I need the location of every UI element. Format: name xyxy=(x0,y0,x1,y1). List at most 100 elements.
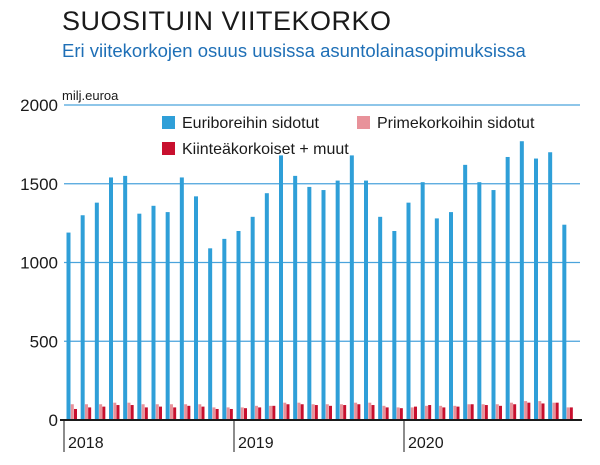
legend-swatch xyxy=(162,142,175,155)
bar-euribor xyxy=(208,248,213,420)
bar-prime xyxy=(339,404,343,420)
legend-item-prime: Primekorkoihin sidotut xyxy=(357,115,535,132)
bar-euribor xyxy=(491,190,496,420)
bar-prime xyxy=(127,402,131,420)
bar-euribor xyxy=(279,155,283,420)
legend: Euriboreihin sidotut Primekorkoihin sidot… xyxy=(162,115,535,158)
bar-euribor xyxy=(562,224,567,420)
bar-euribor xyxy=(321,190,326,420)
bar-fixed xyxy=(456,406,460,420)
bar-prime xyxy=(566,407,570,420)
bar-euribor xyxy=(194,196,198,420)
bar-prime xyxy=(311,404,315,420)
y-tick-label: 2000 xyxy=(20,96,58,115)
bar-prime xyxy=(410,407,414,420)
bar-fixed xyxy=(371,405,375,420)
bar-euribor xyxy=(151,205,156,420)
bar-fixed xyxy=(215,408,219,420)
bar-euribor xyxy=(80,215,85,420)
bar-series xyxy=(66,141,573,421)
y-tick-label: 1000 xyxy=(20,254,58,273)
bar-fixed xyxy=(187,405,191,420)
bar-prime xyxy=(240,407,244,420)
bar-prime xyxy=(538,401,542,420)
bar-fixed xyxy=(399,408,403,420)
y-tick-label: 1500 xyxy=(20,175,58,194)
bar-euribor xyxy=(449,212,453,420)
bar-prime xyxy=(169,404,173,420)
bar-fixed xyxy=(144,407,148,420)
x-year-label: 2018 xyxy=(68,435,104,452)
bar-fixed xyxy=(173,407,177,420)
bar-prime xyxy=(269,405,273,420)
bar-prime xyxy=(382,405,386,420)
bar-prime xyxy=(155,404,159,420)
bar-fixed xyxy=(314,405,318,420)
bar-fixed xyxy=(286,404,290,420)
bar-euribor xyxy=(137,213,142,420)
bar-prime xyxy=(226,407,230,420)
bar-fixed xyxy=(470,404,474,420)
bar-prime xyxy=(212,407,216,420)
x-year-label: 2020 xyxy=(408,435,444,452)
bar-fixed xyxy=(329,405,332,420)
bar-prime xyxy=(368,402,372,420)
bar-euribor xyxy=(364,180,368,420)
bar-euribor xyxy=(94,202,99,420)
bar-fixed xyxy=(229,408,233,420)
bar-euribor xyxy=(534,158,538,421)
bar-fixed xyxy=(159,406,162,420)
chart-subtitle: Eri viitekorkojen osuus uusissa asuntola… xyxy=(62,40,526,61)
bar-euribor xyxy=(519,141,524,420)
bar-euribor xyxy=(406,202,411,420)
bar-euribor xyxy=(505,156,510,420)
bar-fixed xyxy=(428,405,432,420)
bar-fixed xyxy=(116,405,120,420)
bar-prime xyxy=(467,404,471,420)
bar-prime xyxy=(424,405,428,420)
bar-prime xyxy=(113,402,117,420)
bar-euribor xyxy=(293,175,298,420)
bar-euribor xyxy=(477,182,482,420)
bar-prime xyxy=(524,401,528,420)
legend-label: Euriboreihin sidotut xyxy=(182,115,320,132)
bar-fixed xyxy=(130,405,134,420)
bar-prime xyxy=(481,404,485,420)
bar-prime xyxy=(184,404,188,420)
bar-euribor xyxy=(349,155,354,420)
bar-fixed xyxy=(385,407,389,420)
bar-fixed xyxy=(88,407,92,420)
bar-fixed xyxy=(201,406,205,420)
y-axis-unit-label: milj.euroa xyxy=(62,88,119,103)
bar-euribor xyxy=(123,175,128,420)
bar-prime xyxy=(141,404,145,420)
bar-fixed xyxy=(300,404,304,420)
bar-prime xyxy=(70,404,74,420)
bar-fixed xyxy=(74,408,77,420)
bar-euribor xyxy=(463,164,468,420)
y-tick-label: 500 xyxy=(30,332,58,351)
y-axis-ticks: 0 500 1000 1500 2000 xyxy=(20,96,58,430)
bar-euribor xyxy=(335,180,340,420)
bar-fixed xyxy=(102,406,106,420)
bar-euribor xyxy=(264,193,269,420)
bar-fixed xyxy=(555,402,559,420)
bar-fixed xyxy=(272,405,276,420)
bar-fixed xyxy=(541,403,545,420)
bar-prime xyxy=(325,404,329,420)
bar-fixed xyxy=(442,407,446,420)
bar-prime xyxy=(509,402,513,420)
legend-item-euribor: Euriboreihin sidotut xyxy=(162,115,320,132)
legend-item-fixed: Kiinteäkorkoiset + muut xyxy=(162,141,349,158)
bar-euribor xyxy=(165,212,170,420)
bar-prime xyxy=(84,404,88,420)
bar-fixed xyxy=(484,405,488,420)
bar-fixed xyxy=(357,404,361,420)
bar-euribor xyxy=(307,186,312,420)
bar-fixed xyxy=(499,405,502,420)
bar-euribor xyxy=(222,238,227,420)
bar-fixed xyxy=(569,407,573,420)
bar-prime xyxy=(552,402,556,420)
bar-prime xyxy=(198,404,202,420)
